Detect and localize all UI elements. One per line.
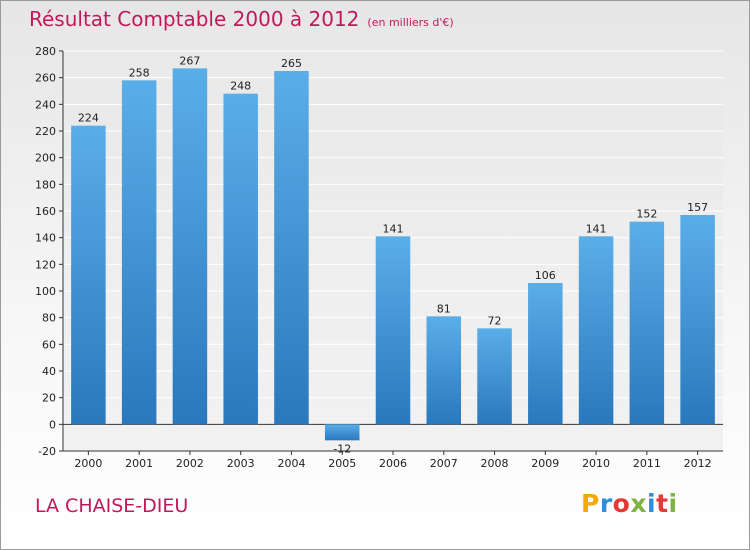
data-label: 265	[281, 57, 302, 70]
y-tick-label: 20	[42, 392, 56, 405]
x-tick-label: 2009	[531, 457, 559, 470]
data-label: 141	[383, 222, 404, 235]
bar	[426, 316, 462, 425]
y-tick-label: 260	[35, 72, 56, 85]
bar	[477, 328, 512, 425]
bar	[680, 215, 715, 425]
logo-letter: i	[668, 489, 678, 518]
data-label: 72	[488, 314, 502, 327]
y-tick-label: 240	[35, 98, 56, 111]
x-tick-label: 2004	[277, 457, 305, 470]
y-tick-label: 80	[42, 312, 56, 325]
bar	[172, 68, 208, 425]
x-tick-label: 2001	[125, 457, 153, 470]
y-tick-label: 200	[35, 152, 56, 165]
y-tick-label: 60	[42, 338, 56, 351]
place-name: LA CHAISE-DIEU	[35, 495, 189, 517]
proxiti-logo: Proxiti	[581, 489, 678, 518]
y-tick-label: 220	[35, 125, 56, 138]
x-tick-label: 2010	[582, 457, 610, 470]
bar	[375, 236, 411, 425]
bar	[528, 283, 563, 425]
bar	[578, 236, 614, 425]
data-label: 81	[437, 302, 451, 315]
logo-letter: i	[647, 489, 657, 518]
data-label: 248	[230, 80, 251, 93]
y-tick-label: 0	[49, 418, 56, 431]
data-label: 141	[586, 222, 607, 235]
bar	[324, 424, 360, 441]
y-tick-label: 160	[35, 205, 56, 218]
x-tick-label: 2003	[227, 457, 255, 470]
data-label: -12	[333, 442, 351, 455]
data-label: 152	[636, 208, 657, 221]
y-tick-label: -20	[38, 445, 56, 458]
logo-letter: o	[612, 489, 631, 518]
y-tick-label: 100	[35, 285, 56, 298]
x-tick-label: 2002	[176, 457, 204, 470]
x-tick-label: 2006	[379, 457, 407, 470]
logo-letter: x	[630, 489, 647, 518]
data-label: 106	[535, 269, 556, 282]
y-tick-label: 120	[35, 258, 56, 271]
bar	[121, 80, 157, 425]
bar	[223, 93, 258, 425]
x-tick-label: 2008	[481, 457, 509, 470]
data-label: 258	[129, 66, 150, 79]
y-tick-label: 40	[42, 365, 56, 378]
chart-title: Résultat Comptable 2000 à 2012 (en millie…	[29, 7, 454, 31]
x-tick-label: 2005	[328, 457, 356, 470]
y-tick-label: 280	[35, 45, 56, 58]
data-label: 157	[687, 201, 708, 214]
bar	[274, 71, 309, 425]
data-label: 267	[179, 54, 200, 67]
data-label: 224	[78, 112, 99, 125]
x-tick-label: 2012	[684, 457, 712, 470]
x-tick-label: 2007	[430, 457, 458, 470]
logo-letter: r	[599, 489, 613, 518]
bar	[629, 221, 665, 425]
y-tick-label: 180	[35, 178, 56, 191]
x-tick-label: 2000	[74, 457, 102, 470]
bar	[71, 125, 106, 425]
chart-subtitle: (en milliers d'€)	[367, 16, 454, 29]
chart-title-text: Résultat Comptable 2000 à 2012	[29, 7, 360, 31]
logo-letter: t	[656, 489, 669, 518]
logo-letter: P	[581, 489, 600, 518]
y-tick-label: 140	[35, 232, 56, 245]
x-tick-label: 2011	[633, 457, 661, 470]
